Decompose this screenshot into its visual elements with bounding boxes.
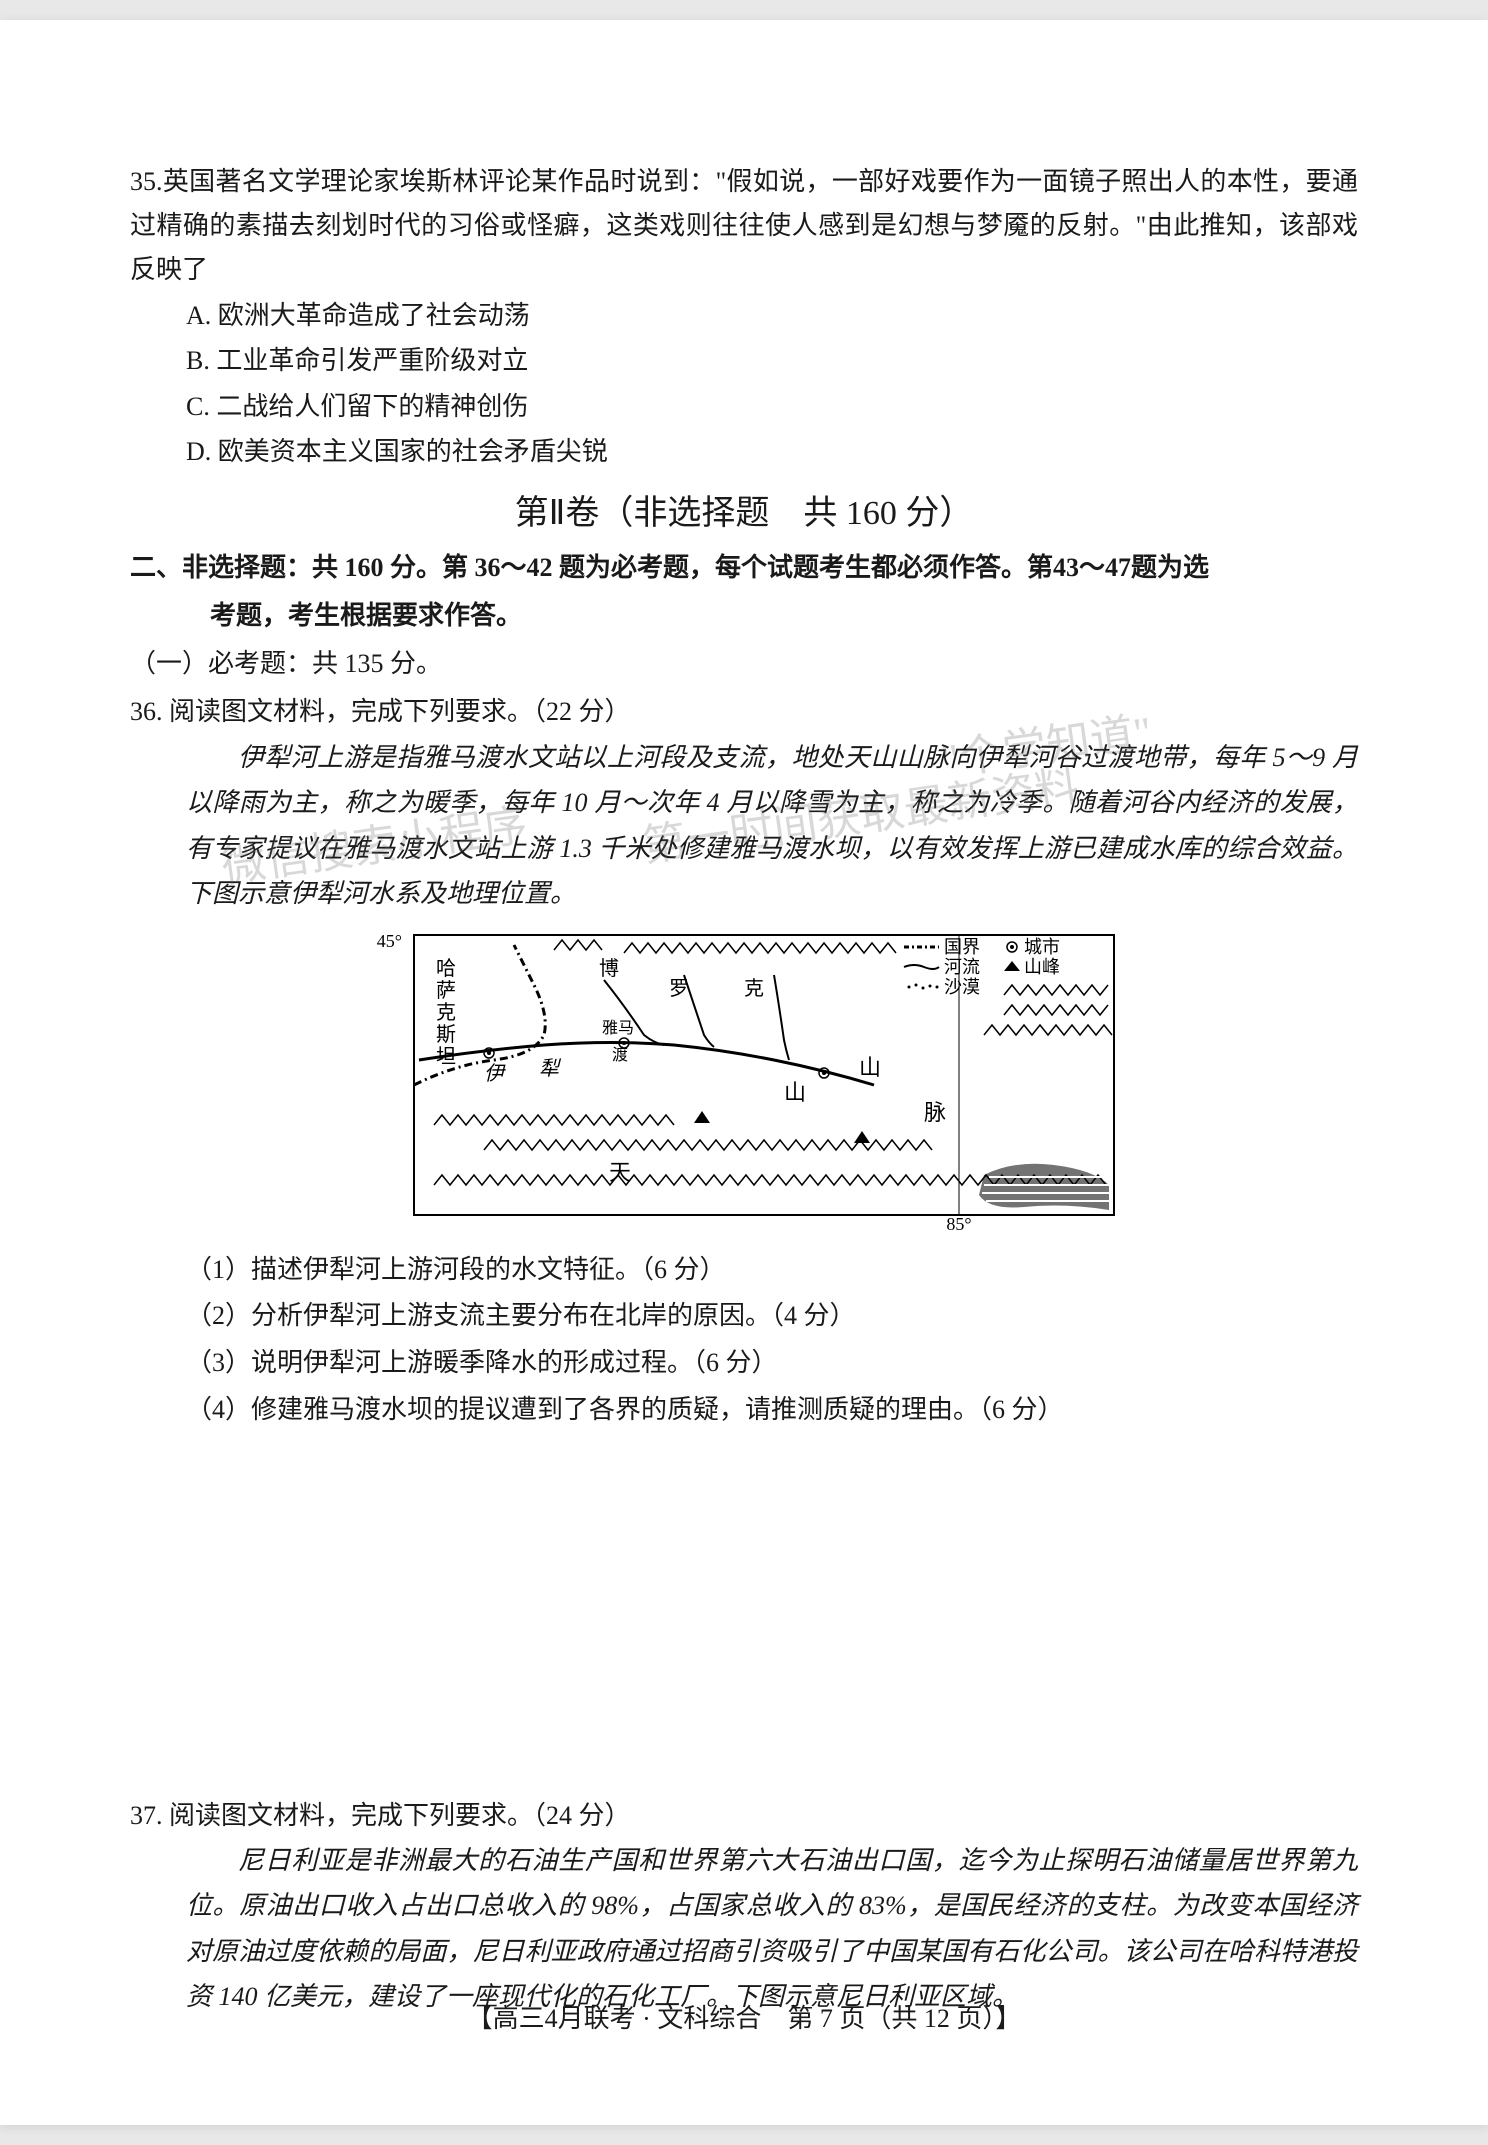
section-2-title: 第Ⅱ卷（非选择题 共 160 分） (130, 483, 1358, 544)
q36-sub4: （4）修建雅马渡水坝的提议遭到了各界的质疑，请推测质疑的理由。（6 分） (130, 1387, 1358, 1434)
yili-river-map: 45° 85° 国界 城市 河流 山峰 (364, 925, 1124, 1235)
instruction-text-2: 考题，考生根据要求作答。 (210, 601, 522, 630)
subsection-heading: （一）必考题：共 135 分。 (130, 642, 1358, 686)
instruction-line-1: 二、非选择题：共 160 分。第 36～42 题为必考题，每个试题考生都必须作答… (130, 546, 1358, 590)
legend-city-dot (1010, 945, 1014, 949)
q36-sub1: （1）描述伊犁河上游河段的水文特征。（6 分） (130, 1247, 1358, 1294)
q37-heading: 37. 阅读图文材料，完成下列要求。（24 分） (130, 1794, 1358, 1838)
q36-heading: 36. 阅读图文材料，完成下列要求。（22 分） (130, 690, 1358, 734)
shan-label-mid: 山 (784, 1080, 806, 1105)
exam-page: 35.英国著名文学理论家埃斯林评论某作品时说到："假如说，一部好戏要作为一面镜子… (0, 20, 1488, 2125)
q35-stem-wrap: 35.英国著名文学理论家埃斯林评论某作品时说到："假如说，一部好戏要作为一面镜子… (130, 160, 1358, 293)
yili-label-2: 犁 (539, 1058, 562, 1080)
legend-mountain-text: 山峰 (1024, 957, 1060, 977)
q36-passage: 伊犁河上游是指雅马渡水文站以上河段及支流，地处天山山脉向伊犁河谷过渡地带，每年 … (130, 735, 1358, 917)
legend-river-text: 河流 (944, 957, 980, 977)
lat-label: 45° (377, 931, 402, 951)
lon-label: 85° (946, 1214, 971, 1234)
yamadu-city-dot (622, 1041, 626, 1045)
q35-option-b: B. 工业革命引发严重阶级对立 (130, 338, 1358, 384)
yamadu-label-2: 渡 (612, 1046, 628, 1064)
instruction-line-2: 考题，考生根据要求作答。 (130, 594, 1358, 638)
shan-label: 山 (859, 1055, 881, 1080)
page-footer: 【高三4月联考 · 文科综合 第 7 页（共 12 页）】 (0, 1998, 1488, 2035)
bo-label: 博 (599, 957, 619, 980)
q35-stem: 英国著名文学理论家埃斯林评论某作品时说到："假如说，一部好戏要作为一面镜子照出人… (130, 167, 1358, 284)
city-dot-2 (487, 1051, 491, 1055)
ke-label: 克 (744, 977, 764, 1000)
yamadu-label-1: 雅马 (602, 1019, 634, 1037)
q35-number: 35. (130, 167, 163, 196)
q35-option-a: A. 欧洲大革命造成了社会动荡 (130, 293, 1358, 339)
legend-desert-text: 沙漠 (944, 977, 980, 997)
luo-label: 罗 (669, 978, 689, 1000)
tian-label: 天 (609, 1160, 631, 1185)
answer-space (130, 1434, 1358, 1794)
city-dot-1 (822, 1071, 826, 1075)
legend-city-text: 城市 (1024, 937, 1060, 957)
instruction-text-1: 二、非选择题：共 160 分。第 36～42 题为必考题，每个试题考生都必须作答… (130, 553, 1209, 582)
q36-sub2: （2）分析伊犁河上游支流主要分布在北岸的原因。（4 分） (130, 1293, 1358, 1340)
mai-label: 脉 (924, 1100, 946, 1125)
q37-passage: 尼日利亚是非洲最大的石油生产国和世界第六大石油出口国，迄今为止探明石油储量居世界… (130, 1838, 1358, 2020)
question-35: 35.英国著名文学理论家埃斯林评论某作品时说到："假如说，一部好戏要作为一面镜子… (130, 160, 1358, 475)
q35-option-d: D. 欧美资本主义国家的社会矛盾尖锐 (130, 429, 1358, 475)
q36-sub3: （3）说明伊犁河上游暖季降水的形成过程。（6 分） (130, 1340, 1358, 1387)
q35-option-c: C. 二战给人们留下的精神创伤 (130, 384, 1358, 430)
legend-border-text: 国界 (944, 937, 980, 957)
map-figure-container: 45° 85° 国界 城市 河流 山峰 (130, 925, 1358, 1235)
yili-label-1: 伊 (484, 1063, 506, 1085)
